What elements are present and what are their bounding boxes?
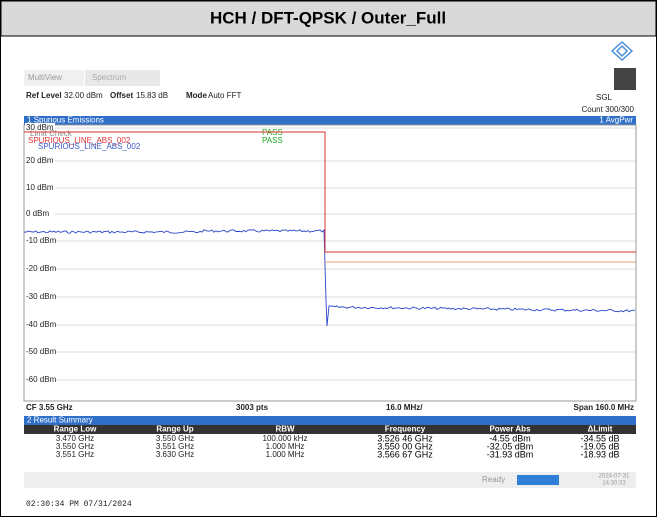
- label-bg: [25, 183, 55, 193]
- offset: 15.83 dB: [136, 91, 168, 100]
- status: Ready: [482, 475, 505, 484]
- label-bg: [25, 236, 55, 246]
- table-header: [24, 425, 636, 434]
- cell: 1.000 MHz: [266, 450, 305, 459]
- y-label: -20 dBm: [26, 264, 57, 273]
- label-bg: [25, 320, 55, 330]
- cell: 3.630 GHz: [156, 450, 194, 459]
- trace-label: 1 AvgPwr: [599, 116, 633, 125]
- div: 16.0 MHz/: [386, 403, 423, 412]
- limit-line-label: SPURIOUS_LINE_ABS_002: [38, 142, 141, 151]
- y-label: 10 dBm: [26, 183, 54, 192]
- cell: -32.05 dBm: [487, 441, 534, 451]
- tab[interactable]: [85, 70, 160, 86]
- status-bar: [24, 472, 636, 488]
- column-header: Power Abs: [489, 425, 531, 434]
- cell: -4.55 dBm: [489, 433, 531, 443]
- cell: 3.550 GHz: [56, 442, 94, 451]
- column-header: Range Low: [54, 425, 97, 434]
- result-table: Range Low Range Up RBW Frequency Power Abs ΔL…: [54, 425, 620, 460]
- limit-line: [24, 131, 636, 253]
- mode-label: Mode: [186, 91, 207, 100]
- cell: 3.526 46 GHz: [377, 433, 433, 443]
- cell: 3.551 GHz: [56, 450, 94, 459]
- label-bg: [25, 375, 55, 385]
- window-title: 2 Result Summary: [27, 416, 93, 425]
- ref-level-label: Ref Level: [26, 91, 62, 100]
- time: 14:30:33: [602, 481, 626, 487]
- column-header: RBW: [275, 425, 295, 434]
- cell: 3.566 67 GHz: [377, 449, 433, 459]
- cell: 3.470 GHz: [56, 434, 94, 443]
- plot-frame: [23, 124, 637, 402]
- pass-label: PASS: [262, 128, 283, 137]
- header-title: HCH / DFT-QPSK / Outer_Full: [210, 8, 446, 27]
- cell: -18.93 dB: [580, 449, 619, 459]
- cell: 3.551 GHz: [156, 442, 194, 451]
- window-bar: [24, 116, 636, 125]
- menu-button[interactable]: [614, 68, 636, 90]
- logo-icon: [610, 40, 634, 62]
- cell: -31.93 dBm: [487, 449, 534, 459]
- window-bar: [24, 416, 636, 425]
- label-bg: [25, 347, 55, 357]
- label-bg: [25, 264, 55, 274]
- y-label: 0 dBm: [26, 209, 49, 218]
- cell: 3.550 00 GHz: [377, 441, 433, 451]
- span: Span 160.0 MHz: [574, 403, 634, 412]
- date: 2024-07-31: [599, 474, 630, 480]
- points: 3003 pts: [236, 403, 269, 412]
- pass-label: PASS: [262, 136, 283, 145]
- cell: -19.05 dB: [580, 441, 619, 451]
- y-label: -10 dBm: [26, 236, 57, 245]
- tab-label: Spectrum: [92, 73, 127, 82]
- tab[interactable]: [24, 70, 84, 86]
- label-bg: [25, 292, 55, 302]
- count: Count 300/300: [582, 105, 635, 114]
- column-header: ΔLimit: [588, 425, 613, 434]
- limit-check: Limit Check: [30, 129, 73, 138]
- y-label: 30 dBm: [26, 123, 54, 132]
- y-label: 20 dBm: [26, 156, 54, 165]
- label-bg: [25, 156, 55, 166]
- column-header: Range Up: [156, 425, 193, 434]
- mode: Auto FFT: [208, 91, 241, 100]
- tab-label: MultiView: [28, 73, 62, 82]
- y-label: -30 dBm: [26, 292, 57, 301]
- center-frequency: CF 3.55 GHz: [26, 403, 73, 412]
- ref-level: 32.00 dBm: [64, 91, 103, 100]
- progress: [517, 475, 559, 485]
- cell: 3.550 GHz: [156, 434, 194, 443]
- column-header: Frequency: [385, 425, 426, 434]
- sweep: SGL: [596, 93, 613, 102]
- label-bg: [25, 123, 55, 133]
- offset-label: Offset: [110, 91, 133, 100]
- y-label: -60 dBm: [26, 375, 57, 384]
- plot: 30 dBm 20 dBm 10 dBm 0 dBm -10 dBm -20 dBm -30…: [23, 123, 637, 402]
- cell: 100.000 kHz: [263, 434, 308, 443]
- cell: 1.000 MHz: [266, 442, 305, 451]
- window-title: 1 Spurious Emissions: [27, 116, 104, 125]
- cell: -34.55 dB: [580, 433, 619, 443]
- y-label: -50 dBm: [26, 347, 57, 356]
- y-label: -40 dBm: [26, 320, 57, 329]
- label-bg: [25, 209, 55, 219]
- timestamp: 02:30:34 PM 07/31/2024: [26, 500, 132, 509]
- limit-line-label: SPURIOUS_LINE_ABS_002: [28, 136, 131, 145]
- header-bar: [0, 0, 657, 37]
- trace: [23, 228, 635, 327]
